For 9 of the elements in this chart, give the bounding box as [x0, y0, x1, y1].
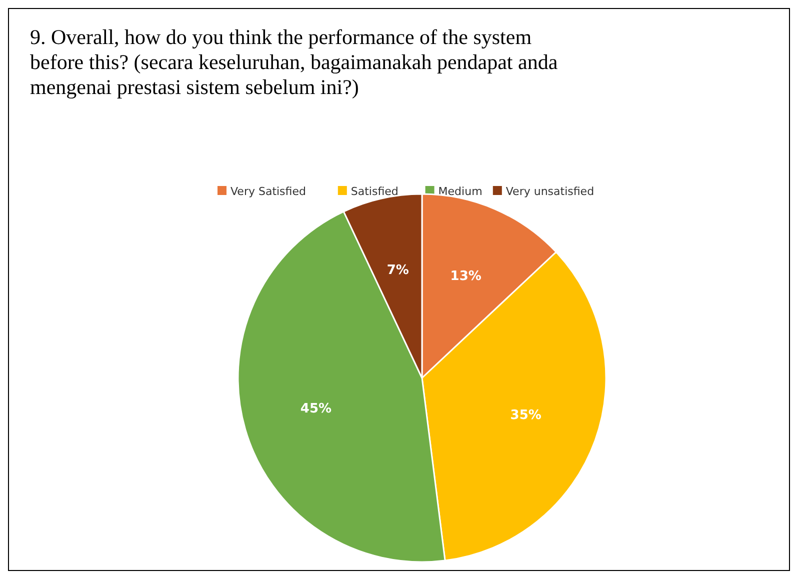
legend-label: Very unsatisfied	[506, 185, 594, 198]
chart-title: 9. Overall, how do you think the performance of the system before this? (secara keseluruhan, bagaimanakah pendapat anda mengenai prestasi sistem sebelum ini?)	[30, 25, 558, 99]
data-label: 35%	[510, 408, 542, 423]
data-label: 13%	[450, 269, 482, 284]
legend-label: Very Satisfied	[230, 185, 306, 198]
data-label: 7%	[386, 262, 409, 278]
legend-label: Medium	[438, 185, 482, 198]
legend-label: Satisfied	[350, 185, 398, 198]
data-label: 45%	[300, 401, 332, 416]
